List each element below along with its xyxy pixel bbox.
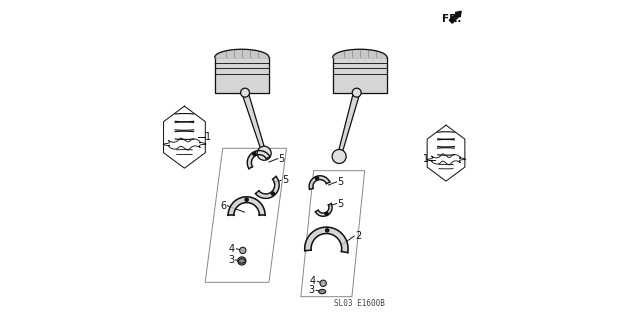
Text: 4: 4	[229, 244, 235, 254]
Text: 5: 5	[337, 177, 344, 187]
Circle shape	[241, 88, 250, 97]
Circle shape	[332, 150, 346, 164]
Circle shape	[352, 88, 361, 97]
Text: 4: 4	[310, 276, 316, 286]
Polygon shape	[333, 49, 387, 57]
Polygon shape	[309, 176, 330, 189]
Polygon shape	[228, 197, 265, 215]
Circle shape	[245, 198, 248, 201]
Text: 3: 3	[308, 285, 315, 295]
Circle shape	[253, 152, 256, 156]
Polygon shape	[337, 92, 360, 157]
FancyArrow shape	[449, 11, 461, 23]
Circle shape	[320, 280, 326, 286]
Polygon shape	[305, 227, 348, 253]
Text: 5: 5	[282, 175, 288, 185]
Text: 5: 5	[278, 153, 285, 164]
Polygon shape	[255, 176, 279, 198]
Polygon shape	[242, 92, 266, 154]
Circle shape	[257, 146, 271, 160]
Circle shape	[271, 192, 275, 195]
Polygon shape	[247, 151, 270, 169]
Polygon shape	[333, 57, 387, 93]
Circle shape	[325, 212, 328, 215]
Text: SL03 E1600B: SL03 E1600B	[334, 299, 385, 308]
Circle shape	[316, 177, 319, 180]
Polygon shape	[316, 204, 332, 216]
Polygon shape	[215, 49, 269, 57]
Text: 3: 3	[228, 255, 234, 265]
Circle shape	[326, 229, 329, 232]
Circle shape	[237, 257, 246, 265]
Circle shape	[239, 247, 246, 254]
Text: FR.: FR.	[442, 14, 461, 24]
Text: 6: 6	[220, 201, 226, 211]
Text: 5: 5	[337, 198, 344, 209]
Text: 1: 1	[422, 154, 429, 165]
Text: 1: 1	[205, 132, 211, 142]
Polygon shape	[215, 57, 269, 93]
Ellipse shape	[319, 289, 326, 294]
Ellipse shape	[238, 259, 245, 263]
Text: 2: 2	[355, 231, 361, 241]
